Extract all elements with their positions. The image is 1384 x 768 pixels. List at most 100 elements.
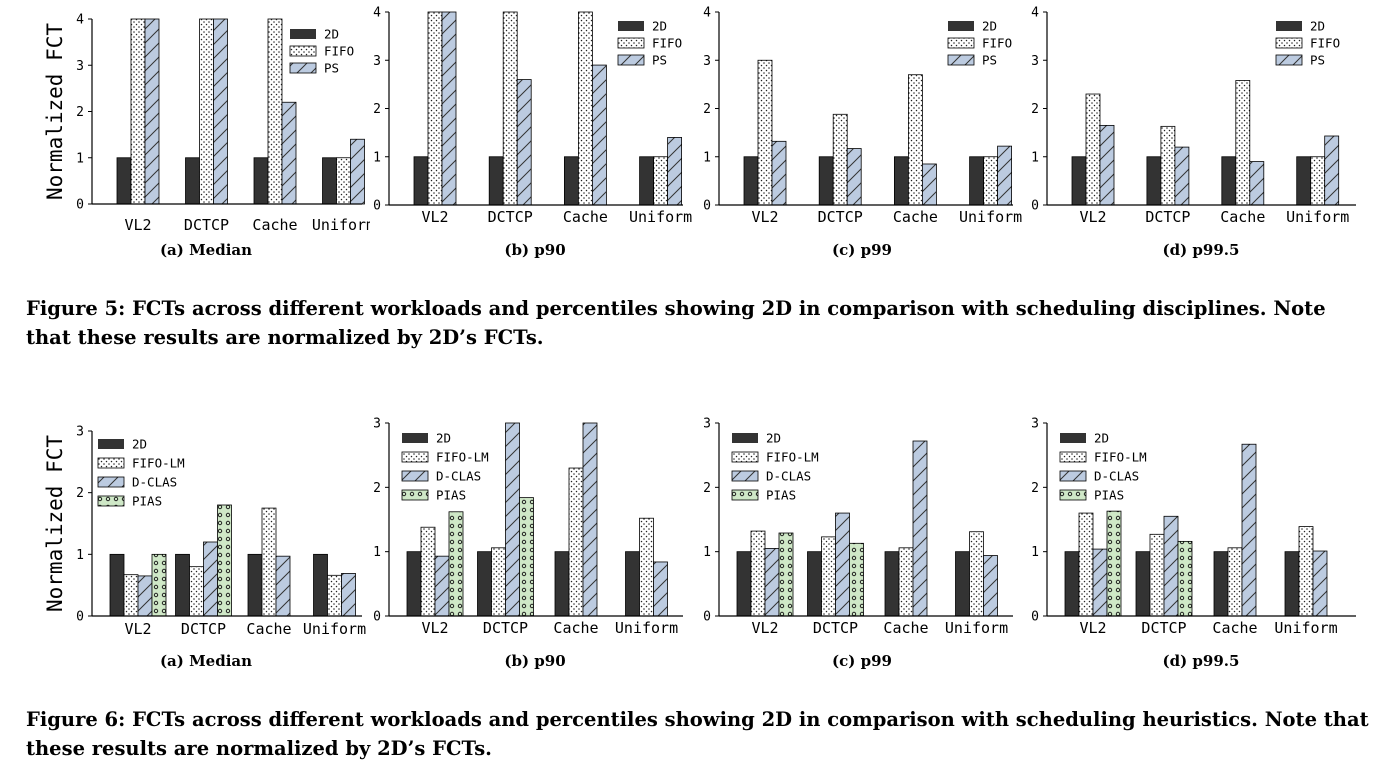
y-tick-label: 1 — [76, 548, 84, 563]
x-tick-label: VL2 — [1079, 208, 1106, 226]
y-tick-label: 4 — [703, 6, 711, 21]
bar-d-clas-cache — [912, 440, 928, 617]
bar-d-clas-cache — [1241, 443, 1257, 617]
bar-2d-uniform — [1284, 551, 1300, 617]
bar-d-clas-uniform — [653, 561, 668, 617]
y-tick-label: 1 — [373, 150, 381, 165]
bar-fifo-cache — [577, 11, 593, 206]
bar-d-clas-uniform — [1312, 550, 1328, 617]
bar-d-clas-vl2 — [434, 555, 450, 617]
fig6-subcaption-c: (c) p99 — [832, 652, 892, 670]
bar-pias-dctcp — [1177, 540, 1193, 617]
bar-fifo-lm-dctcp — [1149, 533, 1165, 617]
legend-label-pias: PIAS — [766, 488, 796, 503]
y-tick-label: 3 — [76, 59, 84, 74]
bar-2d-vl2 — [109, 553, 125, 617]
y-tick-label: 0 — [1031, 610, 1039, 625]
bar-d-clas-uniform — [341, 573, 356, 617]
bar-fifo-vl2 — [427, 11, 443, 206]
y-tick-label: 2 — [703, 481, 711, 496]
bar-fifo-lm-uniform — [1298, 526, 1314, 617]
x-tick-label: Cache — [1212, 619, 1257, 637]
bar-ps-cache — [1249, 161, 1265, 206]
legend-swatch-d-clas — [401, 470, 429, 482]
bar-d-clas-dctcp — [203, 541, 218, 617]
y-tick-label: 2 — [703, 102, 711, 117]
legend-label-d-clas: D-CLAS — [132, 475, 177, 490]
bar-2d-dctcp — [807, 551, 822, 617]
fig6-subcaption-a: (a) Median — [159, 652, 253, 670]
bar-2d-vl2 — [1071, 156, 1087, 206]
x-tick-label: Uniform — [629, 208, 692, 226]
bar-d-clas-vl2 — [1092, 548, 1108, 617]
legend-label-fifo: FIFO — [1310, 36, 1340, 51]
x-tick-label: VL2 — [751, 619, 778, 637]
x-tick-label: Cache — [1220, 208, 1265, 226]
bar-2d-cache — [893, 156, 909, 206]
x-tick-label: Cache — [246, 620, 291, 638]
bar-fifo-dctcp — [199, 18, 214, 205]
legend-label-2d: 2D — [652, 19, 667, 34]
legend-swatch-pias — [97, 495, 125, 507]
bar-2d-dctcp — [488, 156, 504, 206]
x-tick-label: VL2 — [1079, 619, 1106, 637]
bar-fifo-lm-uniform — [639, 517, 654, 617]
legend-swatch-fifo-lm — [97, 457, 125, 469]
legend-swatch-fifo — [289, 45, 317, 57]
bar-2d-cache — [253, 157, 269, 205]
legend-swatch-fifo — [1275, 37, 1303, 49]
bar-fifo-uniform — [983, 156, 999, 206]
bar-fifo-uniform — [336, 157, 351, 205]
y-tick-label: 0 — [1031, 199, 1039, 214]
bar-2d-vl2 — [1064, 551, 1080, 617]
legend-label-2d: 2D — [982, 19, 997, 34]
fig6-subcaption-b: (b) p90 — [504, 652, 566, 670]
x-tick-label: Cache — [553, 619, 598, 637]
bar-2d-vl2 — [406, 551, 422, 617]
legend-swatch-2d — [948, 21, 974, 31]
bar-2d-dctcp — [477, 551, 492, 617]
y-tick-label: 3 — [373, 417, 381, 432]
y-tick-label: 3 — [1031, 417, 1039, 432]
y-tick-label: 0 — [703, 199, 711, 214]
legend-label-2d: 2D — [1310, 19, 1325, 34]
legend-swatch-2d — [98, 439, 124, 449]
figure5-caption: Figure 5: FCTs across different workload… — [26, 297, 1326, 349]
x-tick-label: DCTCP — [488, 208, 533, 226]
x-tick-label: Uniform — [312, 216, 370, 230]
legend-swatch-ps — [289, 62, 317, 74]
bar-fifo-cache — [267, 18, 283, 205]
bar-pias-vl2 — [1106, 510, 1122, 617]
bar-2d-cache — [1213, 551, 1229, 617]
bar-d-clas-vl2 — [764, 548, 780, 617]
bar-2d-dctcp — [1146, 156, 1162, 206]
bar-2d-cache — [884, 551, 900, 617]
bar-ps-dctcp — [846, 148, 862, 206]
legend-label-fifo-lm: FIFO-LM — [436, 450, 489, 465]
bar-ps-dctcp — [213, 18, 228, 205]
bar-fifo-lm-vl2 — [123, 574, 139, 617]
legend-label-fifo: FIFO — [982, 36, 1012, 51]
bar-fifo-lm-vl2 — [1078, 512, 1094, 617]
x-tick-label: VL2 — [124, 620, 151, 638]
y-tick-label: 1 — [1031, 545, 1039, 560]
x-tick-label: Uniform — [303, 620, 366, 638]
bar-2d-dctcp — [818, 156, 834, 206]
legend-swatch-d-clas — [1059, 470, 1087, 482]
bar-fifo-uniform — [1310, 156, 1326, 206]
x-tick-label: VL2 — [124, 216, 151, 230]
fig5-chart-p995: VL2 DCTCP Cache Uniform 0 1 2 3 4 2D FIFO PS — [1031, 6, 1356, 226]
x-tick-label: Cache — [563, 208, 608, 226]
fig6-subcaption-d: (d) p99.5 — [1162, 652, 1240, 670]
legend-swatch-fifo-lm — [731, 451, 759, 463]
legend-swatch-fifo-lm — [401, 451, 429, 463]
bar-2d-vl2 — [743, 156, 759, 206]
legend-swatch-pias — [1059, 489, 1087, 501]
legend-label-fifo-lm: FIFO-LM — [132, 456, 185, 471]
x-tick-label: Cache — [893, 208, 938, 226]
y-tick-label: 2 — [373, 481, 381, 496]
fig5-subcaption-a: (a) Median — [159, 241, 253, 259]
legend-swatch-2d — [618, 21, 644, 31]
legend-label-d-clas: D-CLAS — [766, 469, 811, 484]
legend-swatch-pias — [401, 489, 429, 501]
